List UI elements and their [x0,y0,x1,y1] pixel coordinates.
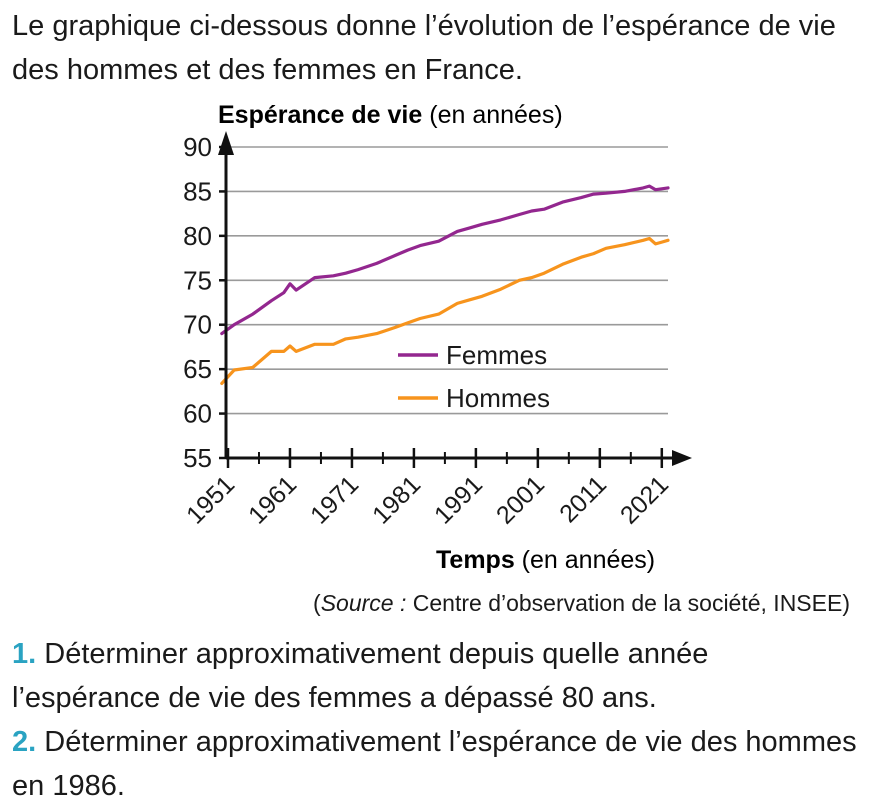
life-expectancy-chart: Espérance de vie (en années) 55 60 65 70 75 8… [181,101,692,574]
question-2-number: 2. [12,726,37,758]
source-label: Source : [320,590,407,616]
source-text: Centre d’observation de la société, INSE… [406,590,850,616]
y-tick-label-55: 55 [183,443,212,473]
x-axis-label: Temps (en années) [436,546,655,574]
axes [218,131,692,468]
x-tick-label-1971: 1971 [305,470,364,529]
x-tick-label-1951: 1951 [181,470,240,529]
intro-text: Le graphique ci-dessous donne l’évolutio… [12,10,836,86]
source-prefix: ( [313,590,321,616]
x-tick-label-2021: 2021 [615,470,674,529]
y-axis-label-bold: Espérance de vie [218,101,422,129]
y-tick-label-70: 70 [183,310,212,340]
y-tick-label-65: 65 [183,354,212,384]
x-axis-label-bold: Temps [436,546,515,574]
question-2-text: Déterminer approximativement l’espérance… [12,726,857,802]
question-2: 2. Déterminer approximativement l’espéra… [12,720,862,808]
question-1: 1. Déterminer approximativement depuis q… [12,632,862,720]
x-tick-label-2011: 2011 [554,470,612,528]
x-axis-label-rest: (en années) [515,546,655,574]
x-axis-arrow [672,450,692,466]
y-tick-label-75: 75 [183,265,212,295]
source-note: (Source : Centre d’observation de la soc… [0,588,850,618]
x-tick-label-1961: 1961 [243,470,302,529]
y-tick-labels: 55 60 65 70 75 80 85 90 [183,132,212,473]
series-line-hommes [220,236,670,385]
y-tick-label-80: 80 [183,221,212,251]
series-line-femmes [220,184,670,336]
series-lines [220,184,670,385]
legend: Femmes Hommes [398,340,550,413]
legend-label-femmes: Femmes [446,340,547,370]
question-1-number: 1. [12,638,37,670]
x-tick-label-1981: 1981 [367,470,426,529]
y-tick-label-90: 90 [183,132,212,162]
y-tick-label-60: 60 [183,399,212,429]
grid-lines [226,146,668,415]
x-tick-labels: 1951 1961 1971 1981 1991 2001 2011 2021 [181,470,674,529]
x-tick-label-2001: 2001 [491,470,550,529]
x-tick-label-1991: 1991 [429,470,488,529]
y-axis-label: Espérance de vie (en années) [218,101,563,129]
question-1-text: Déterminer approximativement depuis quel… [12,638,709,714]
y-axis-label-rest: (en années) [422,101,562,129]
legend-label-hommes: Hommes [446,383,550,413]
y-axis-arrow [218,131,234,155]
y-tick-label-85: 85 [183,176,212,206]
